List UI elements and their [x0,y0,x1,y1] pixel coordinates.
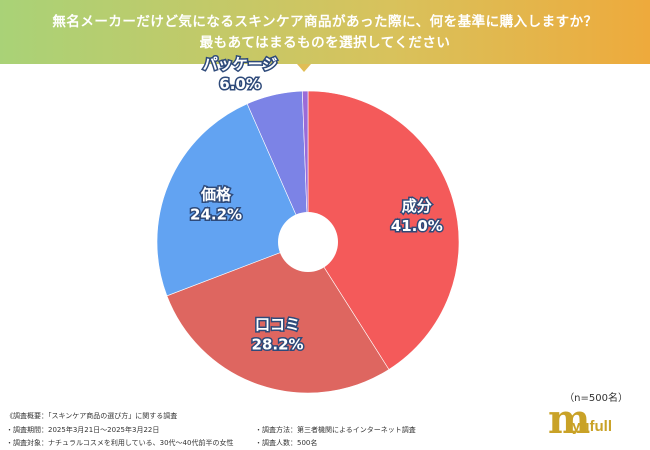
footnote-overview: 《調査概要：「スキンケア商品の選び方」に関する調査 [6,412,178,420]
slice-ingredients [307,90,460,370]
footnote-count: ・調査人数：500名 [255,439,318,447]
banner-pointer [297,64,311,72]
footnote-target: ・調査対象：ナチュラルコスメを利用している、30代～40代前半の女性 [6,439,234,447]
title-line-2: 最もあてはまるものを選択してください [199,35,451,51]
brand-logo: m yufull [548,400,648,444]
sample-size-note: （n=500名） [564,393,628,404]
brand-mark: m [548,396,591,443]
footnote-period: ・調査期間：2025年3月21日～2025年3月22日 [6,426,160,434]
slice-reviews-value: 28.2% [252,336,304,354]
slice-reviews-label: 口コミ [255,316,300,334]
slice-price [156,103,309,297]
slice-package-value: 6.0% [219,75,261,93]
title-banner: 無名メーカーだけど気になるスキンケア商品があった際に、何を基準に購入しますか？ … [0,0,650,64]
slice-price-label: 価格 [200,186,232,204]
slice-other [301,90,309,243]
footnote-method: ・調査方法：第三者機関によるインターネット調査 [255,426,416,434]
slice-price-value: 24.2% [190,206,242,224]
title-line-1: 無名メーカーだけど気になるスキンケア商品があった際に、何を基準に購入しますか？ [52,14,598,30]
slice-ingredients-label: 成分 [402,197,432,215]
slice-package-label: パッケージ [203,55,278,73]
brand-name: yufull [572,418,612,435]
slice-reviews [166,241,390,394]
pie-center-hole [278,212,338,272]
slice-ingredients-value: 41.0% [391,217,443,235]
